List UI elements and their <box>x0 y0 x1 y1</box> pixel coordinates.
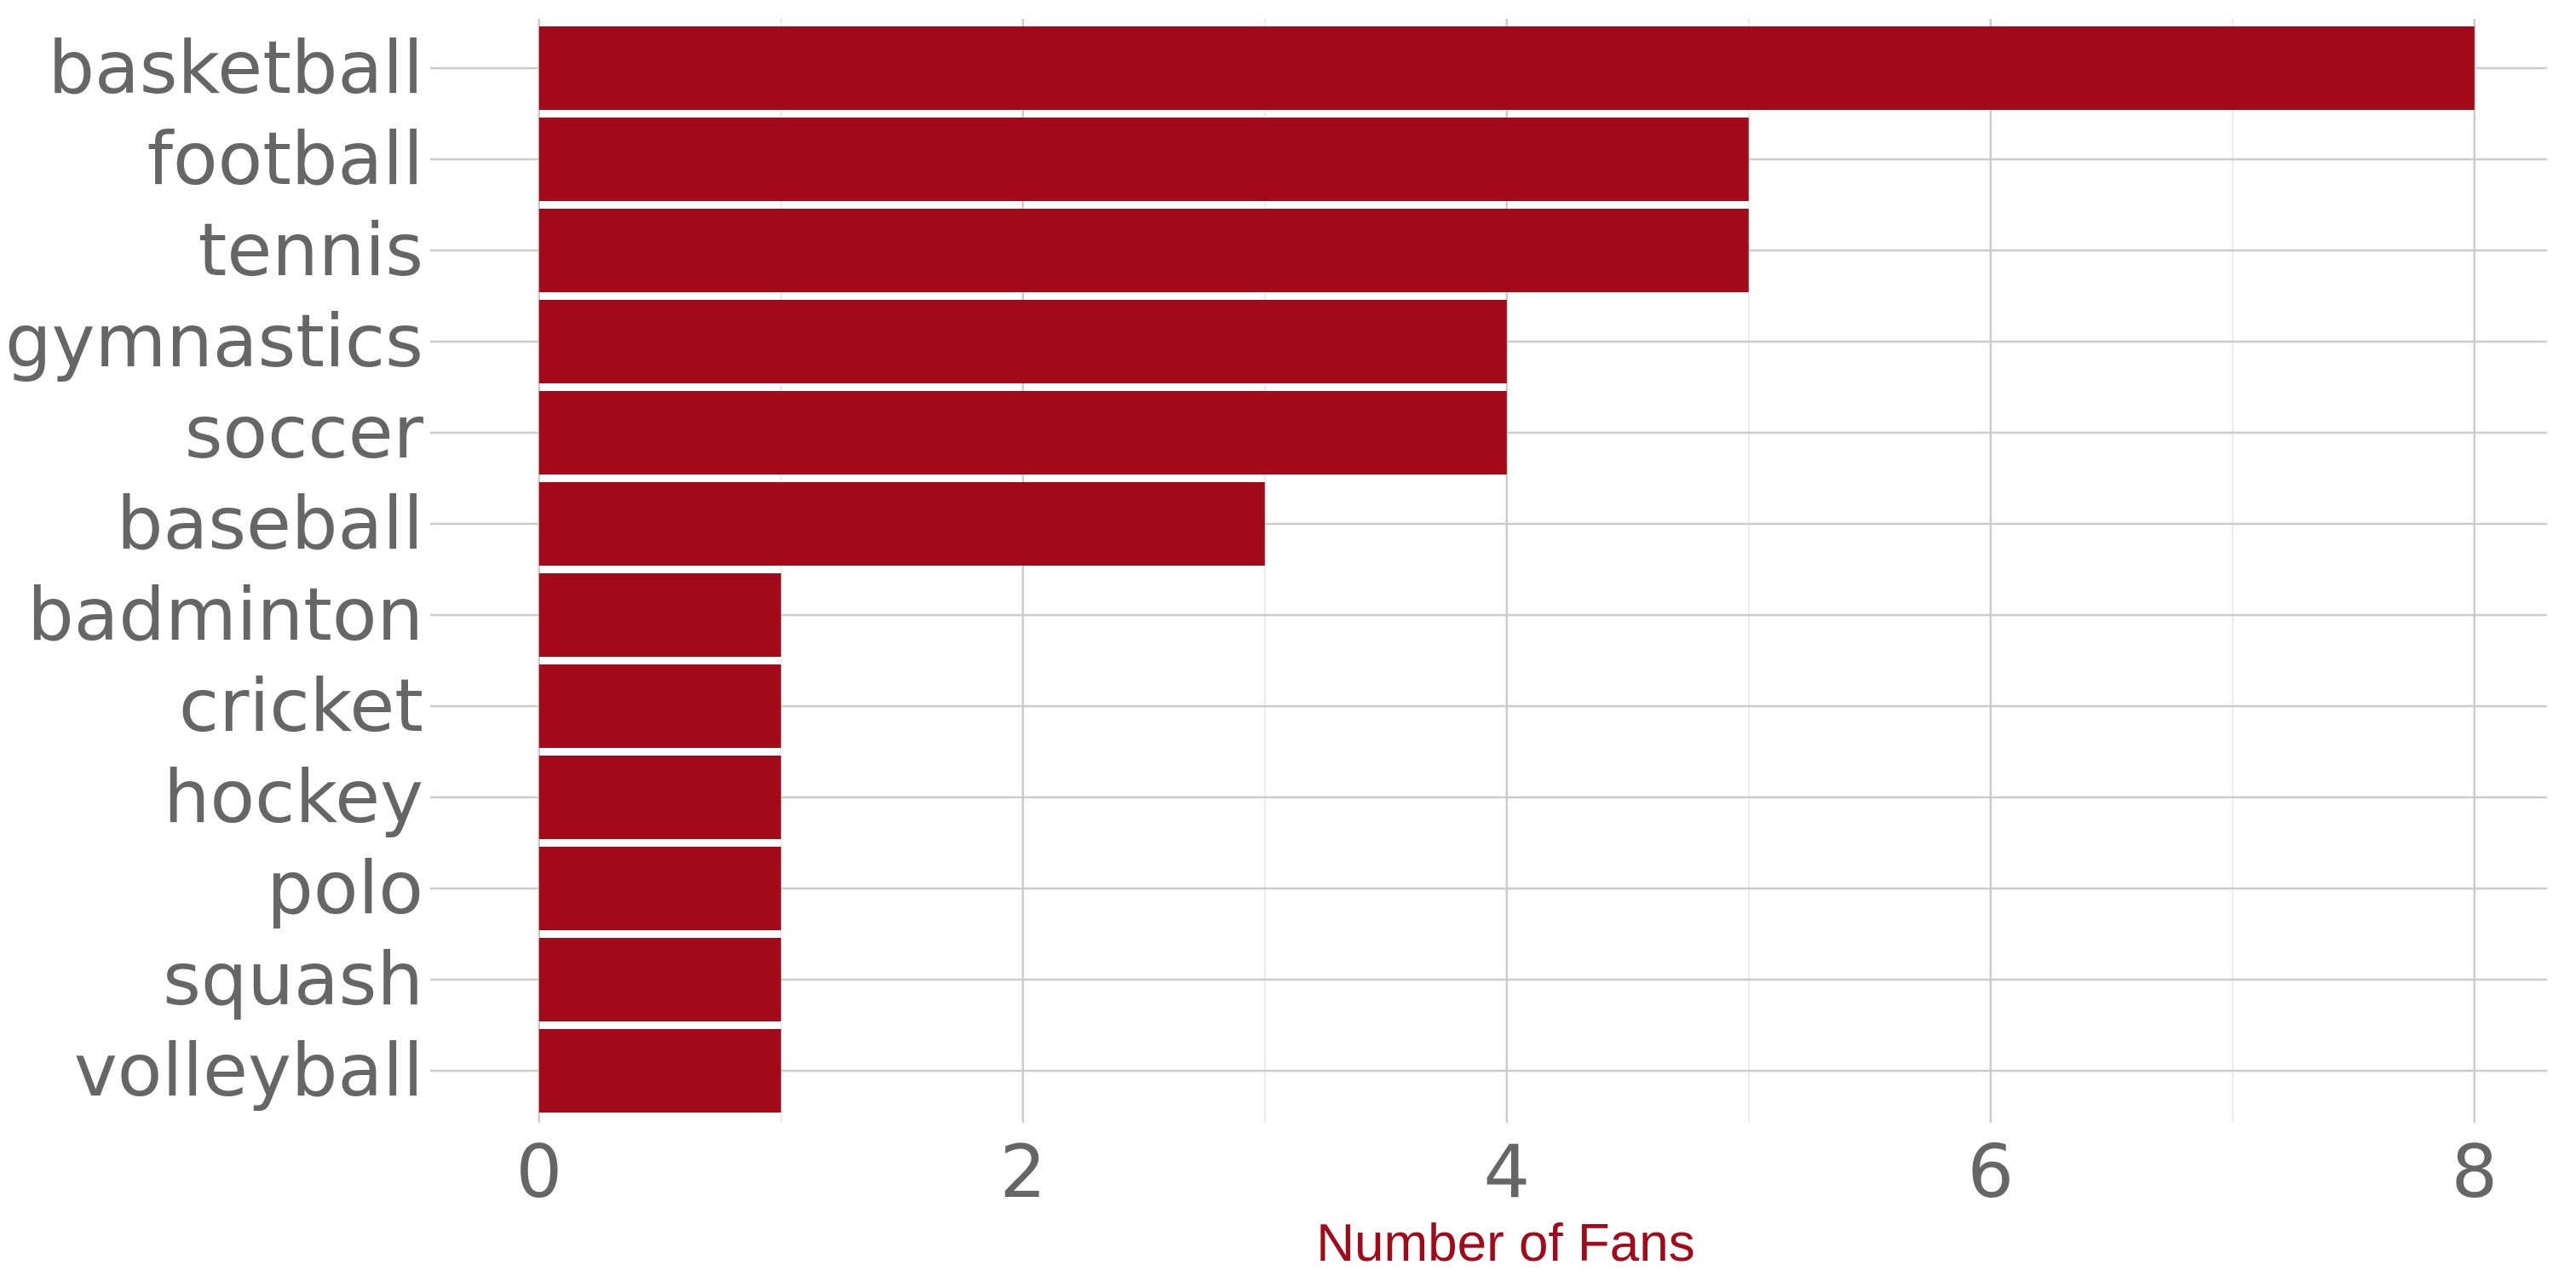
y-tick-label: football <box>147 117 423 202</box>
x-tick-label: 8 <box>2451 1130 2498 1215</box>
bars <box>538 26 2475 1113</box>
x-tick-label: 2 <box>999 1130 1046 1215</box>
y-tick-label: gymnastics <box>5 299 423 384</box>
y-tick-label: volleyball <box>74 1028 423 1113</box>
bar-polo <box>538 847 781 930</box>
bar-hockey <box>538 756 781 839</box>
y-tick-label: squash <box>163 937 423 1022</box>
y-tick-label: cricket <box>179 664 423 749</box>
bar-baseball <box>538 482 1265 566</box>
x-tick-label: 4 <box>1483 1130 1530 1215</box>
bar-soccer <box>538 391 1507 474</box>
x-tick-label: 6 <box>1967 1130 2014 1215</box>
x-axis-title: Number of Fans <box>1316 1214 1695 1273</box>
bar-volleyball <box>538 1029 781 1113</box>
y-tick-label: badminton <box>27 572 423 658</box>
x-tick-label: 0 <box>515 1130 562 1215</box>
y-tick-label: polo <box>267 846 423 931</box>
y-tick-label: basketball <box>48 26 423 111</box>
bar-tennis <box>538 209 1749 292</box>
y-axis-labels: basketballfootballtennisgymnasticssoccer… <box>5 26 424 1113</box>
bar-gymnastics <box>538 300 1507 383</box>
bar-badminton <box>538 573 781 657</box>
y-tick-label: hockey <box>164 755 423 840</box>
y-tick-label: soccer <box>185 390 424 475</box>
bar-basketball <box>538 26 2475 110</box>
y-tick-label: tennis <box>198 208 423 293</box>
y-tick-label: baseball <box>117 481 423 566</box>
bar-football <box>538 118 1749 201</box>
x-axis-ticks: 0 2 4 6 8 <box>515 1130 2498 1215</box>
bar-squash <box>538 938 781 1021</box>
bar-cricket <box>538 664 781 748</box>
